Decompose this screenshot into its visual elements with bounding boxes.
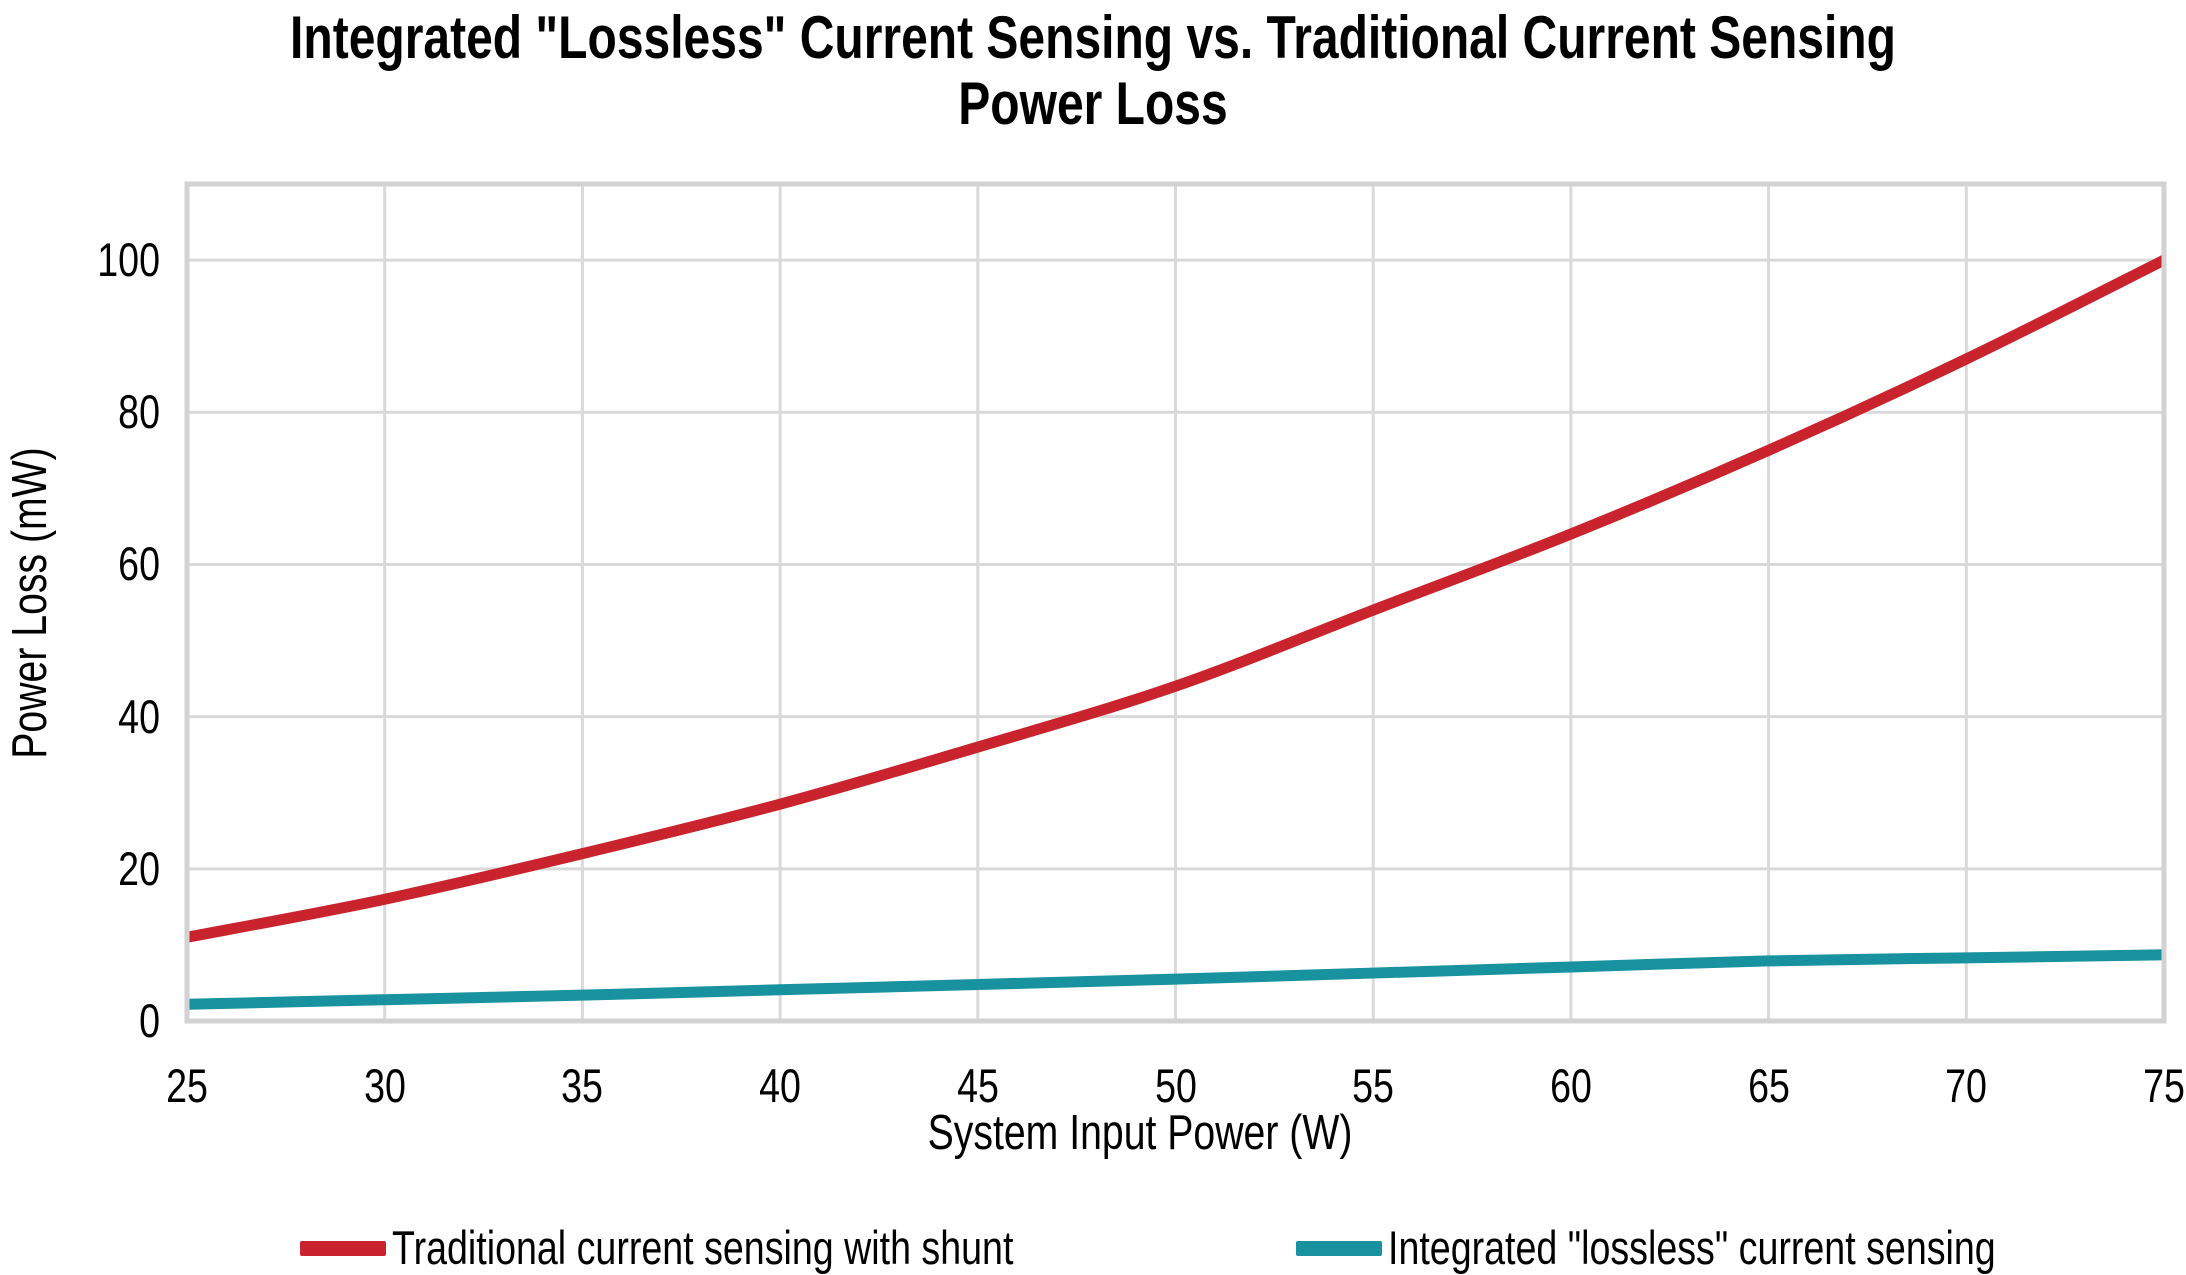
x-tick-label: 30 — [363, 1059, 406, 1112]
x-tick-label: 50 — [1154, 1059, 1197, 1112]
series-lossless-line — [186, 949, 2165, 1010]
legend-label-traditional: Traditional current sensing with shunt — [392, 1221, 1014, 1274]
legend-label-lossless: Integrated "lossless" current sensing — [1388, 1221, 1996, 1274]
x-tick-label: 35 — [561, 1059, 604, 1112]
x-axis-title: System Input Power (W) — [927, 1106, 1353, 1160]
gridlines — [185, 184, 2166, 1023]
legend-item-lossless: Integrated "lossless" current sensing — [1296, 1222, 2148, 1274]
y-tick-label: 80 — [118, 385, 160, 439]
legend-swatch-lossless — [1296, 1240, 1382, 1256]
x-tick-label: 65 — [1747, 1059, 1790, 1112]
y-axis-title: Power Loss (mW) — [3, 447, 57, 759]
y-tick-label: 60 — [118, 537, 160, 591]
y-tick-label: 0 — [139, 994, 160, 1047]
y-tick-label: 100 — [97, 233, 160, 287]
series-traditional-line — [185, 255, 2167, 943]
x-tick-label: 40 — [759, 1059, 802, 1112]
legend-swatch-traditional — [300, 1240, 386, 1256]
x-tick-label: 55 — [1352, 1059, 1395, 1112]
x-tick-label: 70 — [1945, 1059, 1988, 1112]
legend-item-traditional: Traditional current sensing with shunt — [300, 1222, 1169, 1274]
series-lines — [185, 255, 2167, 1010]
chart-title-line-1: Integrated "Lossless" Current Sensing vs… — [290, 4, 1896, 71]
x-tick-label: 60 — [1549, 1059, 1592, 1112]
y-tick-label: 40 — [118, 689, 160, 743]
chart-title-line-2: Power Loss — [958, 70, 1228, 137]
x-tick-label: 45 — [956, 1059, 999, 1112]
plot-frame — [184, 181, 2167, 1024]
y-tick-label: 20 — [118, 841, 160, 895]
x-tick-label: 25 — [166, 1059, 208, 1112]
x-tick-label: 75 — [2143, 1059, 2185, 1112]
